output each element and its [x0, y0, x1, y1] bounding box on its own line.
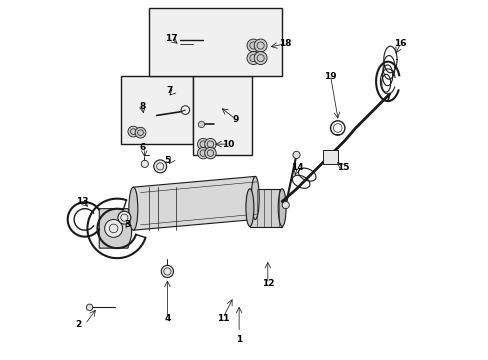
- Circle shape: [135, 127, 145, 138]
- Circle shape: [246, 51, 260, 64]
- Bar: [149, 8, 282, 76]
- Text: 2: 2: [76, 320, 82, 329]
- Text: 16: 16: [393, 39, 406, 48]
- Ellipse shape: [245, 189, 253, 226]
- Text: 3: 3: [124, 220, 131, 229]
- Circle shape: [153, 160, 166, 173]
- Circle shape: [254, 39, 266, 52]
- Circle shape: [198, 121, 204, 128]
- Polygon shape: [131, 105, 144, 119]
- Bar: [192, 76, 251, 155]
- Circle shape: [292, 151, 300, 158]
- Text: 14: 14: [291, 163, 303, 172]
- Circle shape: [161, 265, 173, 278]
- Text: 17: 17: [164, 34, 177, 43]
- Text: 13: 13: [76, 197, 88, 206]
- Circle shape: [197, 138, 208, 150]
- Text: 4: 4: [164, 314, 170, 323]
- Circle shape: [254, 51, 266, 64]
- Text: 12: 12: [261, 279, 273, 288]
- Polygon shape: [160, 31, 180, 49]
- Circle shape: [86, 304, 93, 311]
- Text: 15: 15: [336, 163, 348, 172]
- Circle shape: [204, 147, 216, 159]
- Polygon shape: [249, 189, 282, 226]
- Circle shape: [282, 202, 289, 209]
- Text: 7: 7: [165, 86, 172, 95]
- Text: 1: 1: [236, 335, 242, 344]
- Circle shape: [197, 147, 208, 159]
- Circle shape: [128, 126, 139, 137]
- Text: 10: 10: [222, 140, 234, 149]
- Text: 6: 6: [139, 143, 145, 152]
- Bar: [121, 76, 192, 144]
- Polygon shape: [198, 92, 215, 123]
- Text: 9: 9: [232, 114, 238, 123]
- Polygon shape: [156, 114, 162, 121]
- Circle shape: [104, 220, 122, 237]
- Ellipse shape: [251, 176, 259, 220]
- Ellipse shape: [278, 189, 285, 226]
- Text: 11: 11: [216, 314, 229, 323]
- Circle shape: [204, 138, 216, 150]
- Circle shape: [118, 211, 131, 224]
- Text: 19: 19: [324, 72, 336, 81]
- Bar: [323, 149, 337, 164]
- Polygon shape: [133, 176, 255, 230]
- Text: 5: 5: [164, 156, 170, 165]
- Text: 8: 8: [139, 102, 145, 111]
- Ellipse shape: [128, 187, 138, 230]
- Circle shape: [141, 160, 148, 167]
- Circle shape: [246, 39, 260, 52]
- Text: 18: 18: [279, 39, 291, 48]
- Polygon shape: [99, 209, 131, 248]
